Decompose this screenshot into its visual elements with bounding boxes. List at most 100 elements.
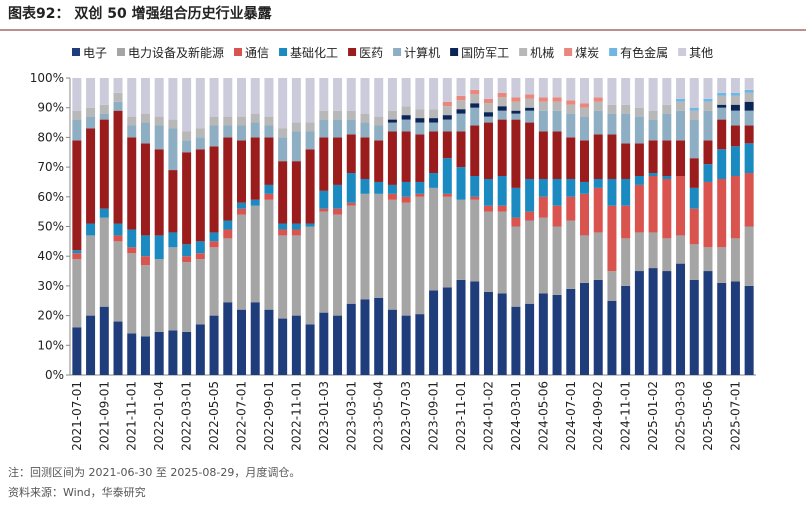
bar-segment [634, 271, 644, 375]
bar-segment [195, 78, 205, 129]
bar-segment [511, 97, 521, 102]
bar-segment [511, 101, 521, 111]
bar-segment [676, 78, 686, 99]
bar-segment [72, 250, 82, 254]
bar-segment [497, 211, 507, 294]
bar-segment [415, 193, 425, 197]
bar-segment [511, 306, 521, 375]
bar-segment [511, 226, 521, 307]
bar-segment [525, 107, 535, 111]
bar-segment [607, 300, 617, 375]
legend-label: 基础化工 [290, 46, 338, 60]
x-tick-label: 2023-07-03 [399, 381, 413, 451]
bar-segment [127, 229, 137, 248]
bar-segment [387, 184, 397, 194]
bar-segment [182, 152, 192, 245]
bar-segment [470, 107, 480, 126]
bar-segment [278, 137, 288, 162]
bar-segment [374, 125, 384, 141]
bar-segment [333, 208, 343, 215]
bar-segment [497, 97, 507, 107]
bar-segment [182, 256, 192, 263]
bar-segment [607, 78, 617, 105]
bar-segment [744, 110, 754, 126]
bar-segment [483, 78, 493, 99]
bar-segment [456, 199, 466, 280]
bar-segment [538, 97, 548, 102]
x-tick-label: 2023-05-04 [372, 381, 386, 451]
bar-segment [99, 78, 109, 105]
bar-segment [429, 173, 439, 188]
bar-segment [703, 164, 713, 182]
legend-label: 煤炭 [575, 46, 599, 60]
bar-segment [552, 226, 562, 295]
bar-segment [195, 324, 205, 375]
bar-segment [127, 333, 137, 375]
x-tick-label: 2022-05-05 [207, 381, 221, 451]
bar-segment [717, 107, 727, 120]
bar-segment [429, 290, 439, 375]
bar-segment [717, 119, 727, 150]
bar-segment [676, 176, 686, 236]
bar-segment [744, 143, 754, 174]
bar-segment [456, 131, 466, 168]
x-tick-label: 2025-07-01 [728, 381, 742, 451]
bar-segment [72, 259, 82, 328]
bar-segment [72, 78, 82, 111]
bar-segment [566, 78, 576, 101]
bar-segment [483, 98, 493, 104]
bar-segment [86, 315, 96, 375]
bar-segment [333, 214, 343, 316]
bar-segment [525, 94, 535, 99]
bar-segment [319, 110, 329, 120]
bar-segment [209, 241, 219, 248]
bar-segment [223, 220, 233, 230]
bar-segment [703, 78, 713, 99]
bar-segment [538, 178, 548, 197]
bar-segment [223, 137, 233, 221]
bar-segment [168, 232, 178, 248]
legend-swatch [348, 48, 357, 56]
bar-segment [319, 119, 329, 138]
chart-title: 图表92： 双创 50 增强组合历史行业暴露 [8, 5, 273, 22]
bar-segment [497, 78, 507, 93]
bar-segment [470, 281, 480, 375]
x-tick-label: 2021-07-01 [70, 381, 84, 451]
bar-segment [593, 110, 603, 135]
source: 资料来源：Wind，华泰研究 [8, 485, 146, 499]
legend-label: 国防军工 [461, 45, 509, 60]
bar-segment [140, 78, 150, 114]
bar-segment [483, 178, 493, 206]
bar-segment [730, 78, 740, 93]
bar-segment [305, 122, 315, 132]
x-tick-label: 2024-07-01 [564, 381, 578, 451]
bar-segment [401, 181, 411, 197]
bar-segment [360, 78, 370, 114]
bar-segment [182, 331, 192, 375]
bar-segment [511, 217, 521, 227]
bar-segment [621, 78, 631, 105]
bar-segment [360, 137, 370, 179]
bar-segment [497, 293, 507, 375]
bar-segment [182, 262, 192, 332]
legend-swatch [234, 48, 243, 56]
bar-segment [401, 131, 411, 182]
bar-segment [86, 78, 96, 108]
bar-segment [483, 103, 493, 113]
bar-segment [72, 253, 82, 260]
legend-swatch [519, 48, 528, 56]
y-tick-label: 30% [37, 279, 64, 293]
bar-segment [662, 140, 672, 177]
bar-segment [621, 104, 631, 114]
bar-segment [580, 235, 589, 283]
bar-segment [237, 214, 246, 310]
bar-segment [264, 309, 274, 375]
bar-segment [223, 229, 233, 239]
bar-segment [223, 302, 233, 375]
bar-segment [470, 78, 480, 90]
bar-segment [278, 223, 288, 230]
bar-segment [319, 312, 329, 375]
bar-segment [676, 101, 686, 111]
bar-segment [442, 101, 452, 107]
bar-segment [195, 149, 205, 242]
